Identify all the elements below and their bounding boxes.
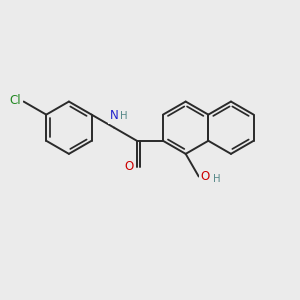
Text: N: N — [110, 110, 118, 122]
Text: O: O — [200, 170, 209, 183]
Text: O: O — [124, 160, 133, 173]
Text: H: H — [120, 111, 127, 121]
Text: Cl: Cl — [10, 94, 21, 106]
Text: H: H — [213, 175, 220, 184]
